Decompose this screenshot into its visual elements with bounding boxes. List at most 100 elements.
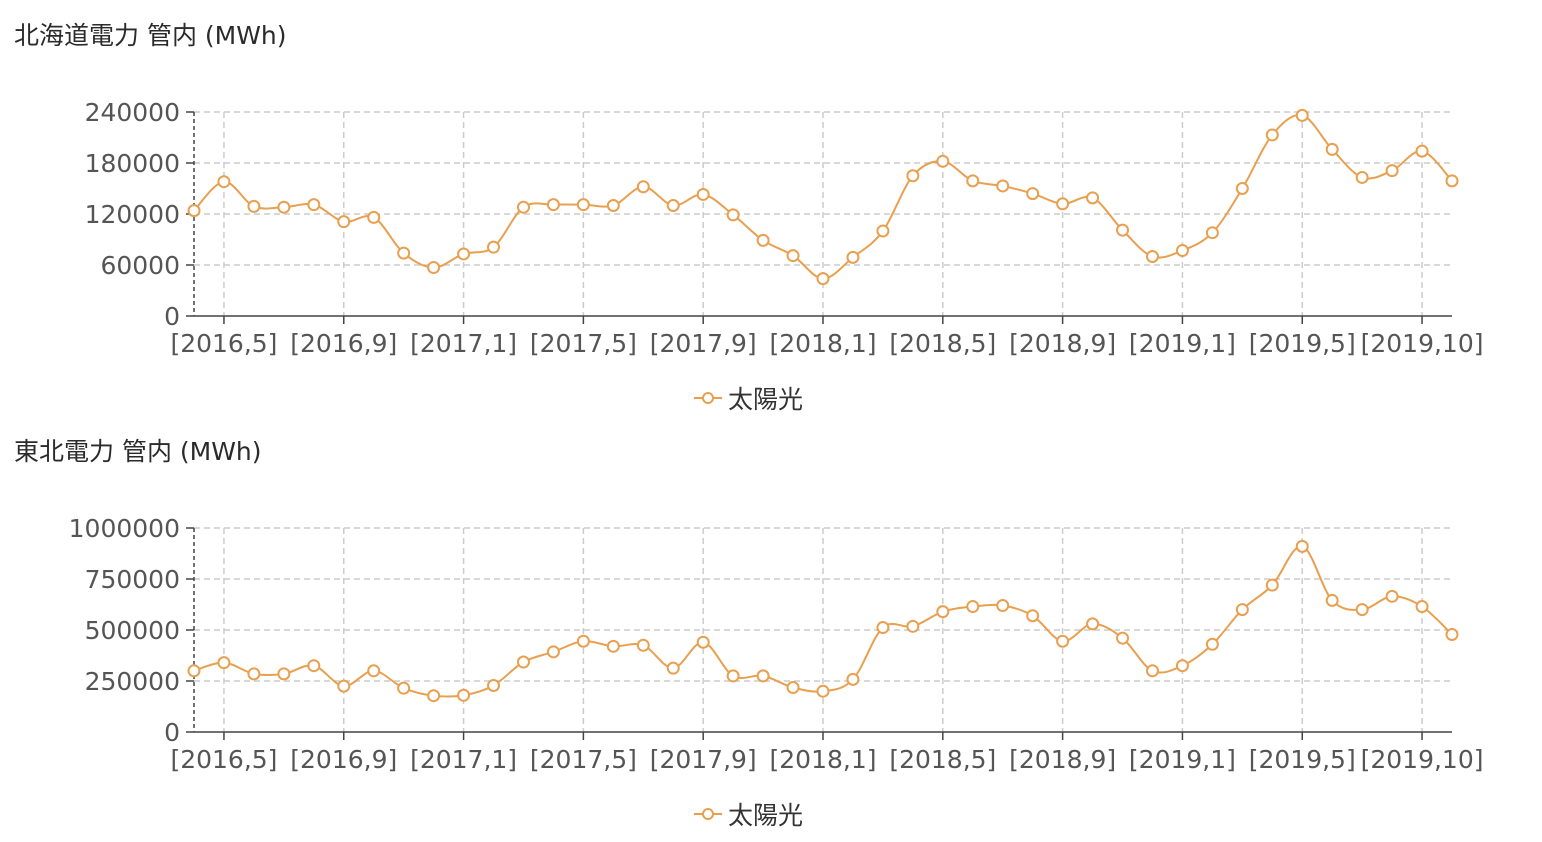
data-point <box>457 247 471 261</box>
x-tick-label: [2016,5] <box>170 329 277 358</box>
data-point <box>337 215 351 229</box>
x-tick-label: [2019,1] <box>1129 745 1236 774</box>
data-point <box>1235 603 1249 617</box>
data-point <box>1175 244 1189 258</box>
x-tick-label: [2019,5] <box>1249 329 1356 358</box>
y-tick-label: 120000 <box>85 200 180 229</box>
data-point <box>1325 593 1339 607</box>
x-tick-label: [2016,9] <box>290 329 397 358</box>
data-point <box>1086 617 1100 631</box>
data-point <box>516 655 530 669</box>
data-point <box>1295 108 1309 122</box>
data-point <box>1415 144 1429 158</box>
data-point <box>666 199 680 212</box>
data-point <box>816 272 830 286</box>
y-tick-label: 750000 <box>85 565 180 594</box>
data-point <box>516 200 530 214</box>
x-tick-label: [2016,9] <box>290 745 397 774</box>
data-point <box>996 599 1010 613</box>
legend-marker-icon <box>694 390 722 406</box>
x-tick-label: [2017,5] <box>530 329 637 358</box>
data-point <box>457 688 471 702</box>
data-point <box>846 250 860 264</box>
data-point <box>1116 223 1130 237</box>
chart-panel-tohoku: 東北電力 管内 (MWh) 0 250000 500000 750000 1000000… <box>0 416 1542 842</box>
data-point <box>1355 170 1369 184</box>
data-point <box>1205 226 1219 240</box>
line-chart-tohoku: 0 250000 500000 750000 1000000 [2016,5] [2016,… <box>69 514 1484 774</box>
data-point <box>1265 578 1279 592</box>
data-point <box>187 664 201 678</box>
data-point <box>427 689 441 703</box>
x-tick-label: [2017,9] <box>650 745 757 774</box>
data-point <box>1056 197 1070 211</box>
data-point <box>427 261 441 275</box>
x-tick-label: [2019,10] <box>1361 329 1484 358</box>
y-tick-label: 500000 <box>85 616 180 645</box>
data-point <box>1205 637 1219 651</box>
data-point <box>876 621 890 635</box>
x-tick-label: [2017,1] <box>410 329 517 358</box>
x-tick-label: [2019,10] <box>1361 745 1484 774</box>
data-point <box>1295 539 1309 553</box>
y-tick-label: 0 <box>164 718 180 747</box>
x-tick-label: [2018,5] <box>889 745 996 774</box>
y-tick-label: 180000 <box>85 149 180 178</box>
data-point <box>696 635 710 649</box>
line-chart-hokkaido: 0 60000 120000 180000 240000 [2016,5] [2016,9]… <box>85 98 1484 358</box>
y-tick-label: 240000 <box>85 98 180 127</box>
data-point <box>1325 142 1339 156</box>
data-point <box>876 224 890 238</box>
legend-marker-icon <box>694 806 722 822</box>
y-tick-label: 0 <box>164 302 180 331</box>
data-point <box>1355 603 1369 617</box>
data-point <box>906 169 920 183</box>
data-point <box>576 634 590 648</box>
legend[interactable]: 太陽光 <box>694 380 803 416</box>
data-point <box>247 667 261 681</box>
data-point <box>786 681 800 695</box>
x-tick-label: [2016,5] <box>170 745 277 774</box>
data-point <box>1086 191 1100 205</box>
data-point <box>217 175 231 189</box>
data-point <box>277 200 291 214</box>
data-point <box>367 664 381 678</box>
data-point <box>1145 250 1159 263</box>
legend-label: 太陽光 <box>728 801 804 830</box>
data-point <box>936 605 950 619</box>
x-tick-label: [2018,9] <box>1009 745 1116 774</box>
data-point <box>307 659 321 673</box>
data-point <box>487 678 501 692</box>
data-point <box>786 249 800 263</box>
chart-title: 北海道電力 管内 (MWh) <box>14 21 287 50</box>
data-point <box>936 154 950 168</box>
data-point <box>1235 182 1249 195</box>
x-tick-label: [2017,9] <box>650 329 757 358</box>
legend[interactable]: 太陽光 <box>694 796 803 832</box>
x-tick-label: [2018,1] <box>770 745 877 774</box>
x-tick-label: [2019,5] <box>1249 745 1356 774</box>
x-tick-label: [2018,1] <box>770 329 877 358</box>
data-point <box>397 681 411 695</box>
data-point <box>696 187 710 201</box>
data-point <box>576 198 590 212</box>
data-point <box>606 639 620 653</box>
data-point <box>337 679 351 693</box>
data-point <box>1116 631 1130 645</box>
x-tick-label: [2017,1] <box>410 745 517 774</box>
data-point <box>996 179 1010 193</box>
data-point <box>726 669 740 683</box>
data-point <box>906 619 920 633</box>
data-point <box>187 204 201 218</box>
data-point <box>636 638 650 652</box>
data-point <box>756 233 770 247</box>
x-tick-label: [2019,1] <box>1129 329 1236 358</box>
data-point <box>606 199 620 212</box>
y-tick-label: 250000 <box>85 667 180 696</box>
x-tick-label: [2017,5] <box>530 745 637 774</box>
data-point <box>1445 627 1459 641</box>
y-tick-label: 1000000 <box>69 514 180 543</box>
data-point <box>487 240 501 254</box>
data-point <box>966 600 980 614</box>
x-tick-label: [2018,5] <box>889 329 996 358</box>
